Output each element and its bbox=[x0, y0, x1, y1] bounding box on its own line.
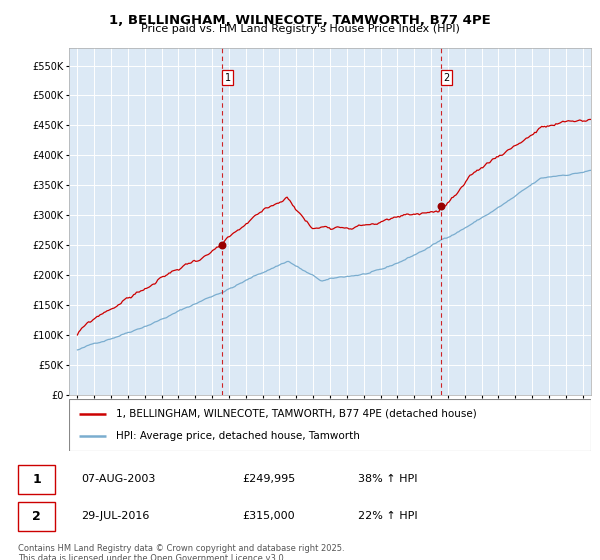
Text: 1, BELLINGHAM, WILNECOTE, TAMWORTH, B77 4PE: 1, BELLINGHAM, WILNECOTE, TAMWORTH, B77 … bbox=[109, 14, 491, 27]
Point bbox=[217, 241, 227, 250]
Text: HPI: Average price, detached house, Tamworth: HPI: Average price, detached house, Tamw… bbox=[116, 431, 360, 441]
FancyBboxPatch shape bbox=[69, 399, 591, 451]
Text: 22% ↑ HPI: 22% ↑ HPI bbox=[358, 511, 417, 521]
Text: £315,000: £315,000 bbox=[242, 511, 295, 521]
FancyBboxPatch shape bbox=[18, 465, 55, 494]
Text: 2: 2 bbox=[443, 73, 449, 83]
Text: Price paid vs. HM Land Registry's House Price Index (HPI): Price paid vs. HM Land Registry's House … bbox=[140, 24, 460, 34]
Text: £249,995: £249,995 bbox=[242, 474, 296, 484]
Text: 1: 1 bbox=[32, 473, 41, 486]
Text: 07-AUG-2003: 07-AUG-2003 bbox=[81, 474, 155, 484]
Text: 38% ↑ HPI: 38% ↑ HPI bbox=[358, 474, 417, 484]
Text: 1: 1 bbox=[225, 73, 231, 83]
Point bbox=[436, 202, 446, 211]
FancyBboxPatch shape bbox=[18, 502, 55, 531]
Text: 1, BELLINGHAM, WILNECOTE, TAMWORTH, B77 4PE (detached house): 1, BELLINGHAM, WILNECOTE, TAMWORTH, B77 … bbox=[116, 409, 477, 419]
Text: Contains HM Land Registry data © Crown copyright and database right 2025.
This d: Contains HM Land Registry data © Crown c… bbox=[18, 544, 344, 560]
Text: 2: 2 bbox=[32, 510, 41, 523]
Text: 29-JUL-2016: 29-JUL-2016 bbox=[81, 511, 149, 521]
